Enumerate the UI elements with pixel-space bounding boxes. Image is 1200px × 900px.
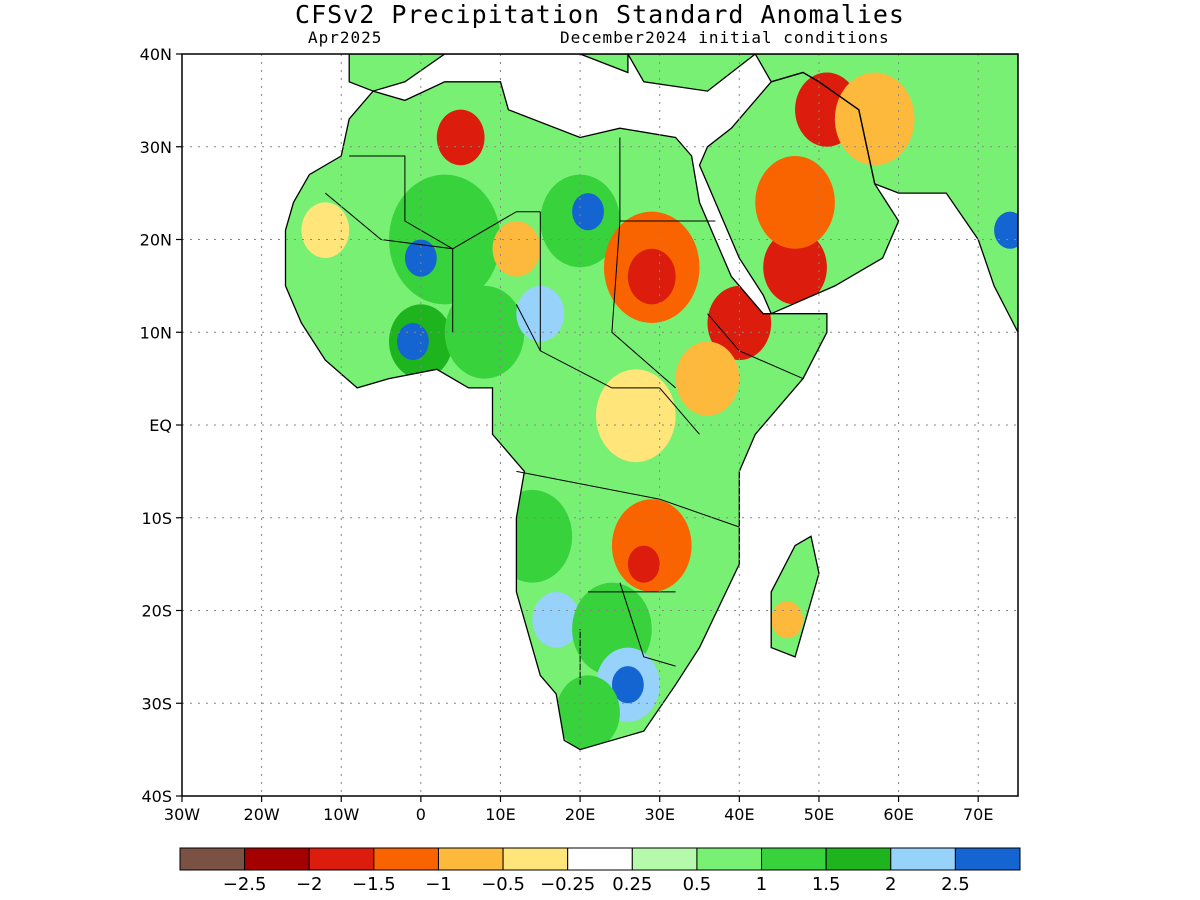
initial-conditions-label: December2024 initial conditions [560,28,890,47]
colorbar-swatch [437,847,504,871]
colorbar-swatch [502,847,569,871]
latitude-axis: 40N 30N 20N 10N EQ 10S 20S 30S 40S [140,45,182,806]
europe-coastline [348,54,757,92]
longitude-tick-label: 70E [963,805,993,824]
colorbar-label: −1.5 [352,874,396,895]
latitude-tick-label: 10N [140,323,172,342]
colorbar-swatch [954,847,1021,871]
colorbar-label: −2.5 [223,874,267,895]
longitude-tick-label: 10E [485,805,515,824]
colorbar-label: 1 [756,874,767,895]
anomaly-blob [492,220,541,277]
anomaly-blob [627,545,660,583]
longitude-tick-label: 30E [644,805,674,824]
colorbar-label: 0.25 [612,874,652,895]
madagascar-coastline [770,535,820,658]
anomaly-blob [994,211,1018,249]
colorbar-swatch [567,847,633,871]
colorbar-label: 2.5 [941,874,970,895]
colorbar-label: −0.5 [481,874,525,895]
colorbar-swatch [696,847,763,871]
country-border [659,387,700,435]
anomaly-blob [763,230,827,305]
anomaly-blob [492,489,573,583]
latitude-tick-label: 20S [141,602,172,621]
country-border [452,211,541,250]
country-border [611,220,676,389]
color-legend: −2.5 −2 −1.5 −1 −0.5 −0.25 0.25 0.5 1 1.5 2 2.5 [179,847,1021,895]
anomaly-blob [627,248,676,305]
latitude-tick-label: 40S [141,787,172,806]
longitude-tick-label: 30W [164,805,200,824]
latitude-tick-label: 30S [141,694,172,713]
colorbar-label: 2 [885,874,896,895]
longitude-tick-label: 20W [244,805,280,824]
anomaly-blob [396,322,429,361]
anomaly-blob [596,369,676,463]
colorbar-label: −2 [296,874,323,895]
longitude-tick-label: 20E [565,805,595,824]
longitude-axis: 30W 20W 10W 0 10E 20E 30E 40E 50E 60E 70E [164,796,993,824]
country-border [619,582,676,667]
colorbar-swatch [308,847,375,871]
arabia-coastline [698,71,900,315]
latitude-tick-label: 20N [140,231,172,250]
colorbar-swatch [761,847,827,871]
colorbar-label: 0.5 [683,874,712,895]
map-title: CFSv2 Precipitation Standard Anomalies [295,0,905,29]
anomaly-blob [572,193,604,231]
longitude-tick-label: 0 [416,805,426,824]
anomaly-blob [532,591,581,648]
country-border [516,470,660,500]
colorbar-label: −0.25 [540,874,595,895]
colorbar-label: 1.5 [812,874,841,895]
anomaly-blob [301,202,350,259]
anomaly-blob [611,666,644,704]
country-border [324,192,453,250]
colorbar-label: −1 [425,874,452,895]
latitude-tick-label: EQ [149,416,172,435]
colorbar-swatch [631,847,698,871]
country-border [515,304,660,389]
colorbar-swatch [244,847,310,871]
colorbar-swatch [890,847,956,871]
graticule [182,54,1018,796]
anomaly-blob [834,72,915,166]
colorbar-swatch [373,847,439,871]
asia-coastline [754,54,1018,333]
latitude-tick-label: 40N [140,45,172,64]
longitude-tick-label: 10W [323,805,359,824]
longitude-tick-label: 50E [804,805,834,824]
anomaly-blob [444,285,525,379]
anomaly-blob [771,601,804,639]
longitude-tick-label: 40E [724,805,754,824]
anomaly-blob [404,239,437,277]
anomaly-blob [755,156,835,249]
longitude-tick-label: 60E [883,805,913,824]
country-border [659,498,740,528]
anomaly-blob [556,675,620,750]
anomaly-blob [436,109,485,166]
anomaly-blob [389,174,501,305]
colorbar-swatch [825,847,892,871]
europe-land [349,54,756,92]
asia-land [755,54,1018,333]
colorbar-swatch [179,847,246,871]
country-border [349,155,453,250]
latitude-tick-label: 10S [141,509,172,528]
latitude-tick-label: 30N [140,138,172,157]
forecast-month: Apr2025 [308,28,383,47]
country-borders [324,137,804,685]
anomaly-blob [675,341,740,416]
